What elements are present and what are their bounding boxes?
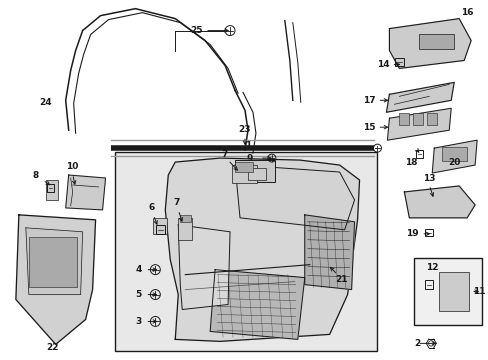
Polygon shape <box>235 165 354 230</box>
Bar <box>235 160 274 182</box>
Text: 24: 24 <box>40 98 52 107</box>
Text: 8: 8 <box>33 171 39 180</box>
Bar <box>427 113 436 125</box>
Bar <box>47 184 54 192</box>
Polygon shape <box>404 186 474 218</box>
Text: 7: 7 <box>173 198 179 207</box>
Bar <box>115 152 377 351</box>
Polygon shape <box>210 270 304 339</box>
Bar <box>415 150 422 158</box>
Text: 21: 21 <box>335 275 347 284</box>
Text: 5: 5 <box>135 290 141 299</box>
Bar <box>438 272 468 311</box>
Bar <box>46 180 58 200</box>
Bar <box>441 147 466 161</box>
Text: 16: 16 <box>460 8 472 17</box>
Text: 19: 19 <box>405 229 418 238</box>
Bar <box>156 225 164 234</box>
Text: 3: 3 <box>135 317 141 326</box>
Text: 23: 23 <box>238 125 251 134</box>
Polygon shape <box>304 215 354 289</box>
Polygon shape <box>431 140 476 173</box>
Text: 11: 11 <box>472 287 485 296</box>
Bar <box>394 58 403 67</box>
Bar <box>425 229 432 236</box>
Text: 15: 15 <box>363 123 375 132</box>
Text: 7: 7 <box>221 150 227 159</box>
Bar <box>29 237 77 287</box>
Polygon shape <box>65 175 105 210</box>
Text: 1: 1 <box>244 141 251 150</box>
Bar <box>247 168 265 180</box>
Text: 25: 25 <box>189 26 202 35</box>
Text: 4: 4 <box>135 265 142 274</box>
Polygon shape <box>386 108 450 140</box>
Text: 13: 13 <box>422 174 435 183</box>
Text: 20: 20 <box>447 158 459 167</box>
Text: 12: 12 <box>425 263 438 272</box>
Polygon shape <box>165 158 359 341</box>
Text: 2: 2 <box>413 339 420 348</box>
Polygon shape <box>178 225 229 310</box>
Polygon shape <box>26 228 82 294</box>
Bar <box>412 113 423 125</box>
Text: 17: 17 <box>363 96 375 105</box>
Text: 6: 6 <box>148 203 154 212</box>
Text: 10: 10 <box>66 162 79 171</box>
Bar <box>232 165 256 183</box>
Bar <box>153 218 167 234</box>
Polygon shape <box>386 82 453 112</box>
Text: 9: 9 <box>246 154 253 163</box>
Text: 18: 18 <box>404 158 417 167</box>
Bar <box>413 258 481 325</box>
Bar <box>419 33 453 49</box>
Text: 22: 22 <box>46 343 59 352</box>
Bar <box>180 215 191 222</box>
Bar <box>399 113 408 125</box>
Bar <box>425 280 432 289</box>
Bar <box>235 162 252 172</box>
Text: 14: 14 <box>376 60 389 69</box>
Polygon shape <box>16 215 95 345</box>
Polygon shape <box>388 19 470 68</box>
Bar <box>178 218 192 240</box>
